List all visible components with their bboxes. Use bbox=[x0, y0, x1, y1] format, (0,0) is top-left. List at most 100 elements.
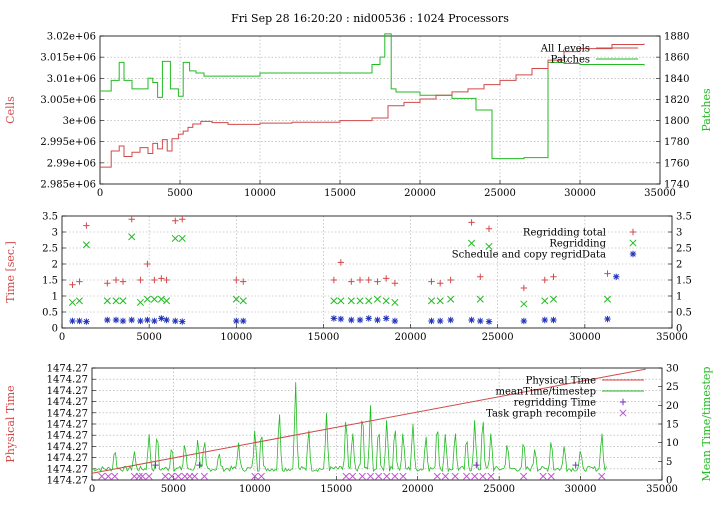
data-point-cross bbox=[520, 300, 528, 308]
y-tick-label: 3.015e+06 bbox=[40, 53, 96, 64]
y2-tick-label: 1.5 bbox=[676, 276, 692, 287]
data-point-plus bbox=[485, 225, 493, 232]
data-point-task-recompile bbox=[539, 472, 547, 480]
data-point-cross bbox=[75, 297, 83, 305]
data-point-star bbox=[163, 316, 170, 324]
data-point-task-recompile bbox=[168, 472, 176, 480]
data-point-cross bbox=[68, 298, 77, 306]
data-point-star bbox=[119, 317, 127, 325]
data-point-task-recompile bbox=[441, 472, 449, 480]
data-point-star bbox=[356, 316, 364, 324]
x-tick-label: 0 bbox=[59, 332, 65, 343]
x-tick-label: 25000 bbox=[483, 484, 515, 495]
data-point-task-recompile bbox=[98, 472, 106, 480]
data-point-task-recompile bbox=[111, 472, 119, 480]
x-tick-label: 10000 bbox=[239, 484, 271, 495]
data-point-task-recompile bbox=[358, 472, 366, 480]
data-point-cross bbox=[157, 295, 165, 303]
data-point-cross bbox=[365, 297, 373, 305]
legend-label: All Levels bbox=[540, 44, 590, 55]
y-tick-label: 1.5 bbox=[42, 276, 58, 287]
data-point-task-recompile bbox=[200, 472, 208, 480]
data-point-task-recompile bbox=[161, 472, 169, 480]
legend-marker bbox=[619, 409, 627, 417]
x-tick-label: 10000 bbox=[244, 188, 276, 199]
data-point-cross bbox=[356, 297, 364, 305]
series-physical-time-line bbox=[91, 368, 646, 474]
x-tick-label: 0 bbox=[97, 188, 103, 199]
panel-cells-patches: 0 5000 10000 15000 20000 25000 30000 35000 2.985… bbox=[4, 32, 713, 200]
y-tick-label: 0 bbox=[52, 324, 58, 335]
y2-tick-label: 5 bbox=[666, 457, 672, 468]
x-tick-label: 5000 bbox=[167, 188, 192, 199]
data-point-plus bbox=[119, 278, 127, 285]
data-point-cross bbox=[476, 295, 484, 303]
legend-label: Schedule and copy regridData bbox=[452, 250, 606, 261]
legend-marker bbox=[629, 228, 637, 236]
data-point-task-recompile bbox=[479, 472, 487, 480]
legend-marker bbox=[629, 250, 637, 258]
y-tick-label: 2.99e+06 bbox=[47, 158, 96, 169]
data-point-star bbox=[158, 315, 165, 322]
data-point-plus bbox=[158, 275, 165, 282]
data-point-cross bbox=[468, 239, 476, 247]
data-point-star bbox=[144, 316, 151, 324]
data-point-task-recompile bbox=[366, 472, 375, 480]
y-tick-label: 1474.27 bbox=[47, 420, 88, 431]
data-point-task-recompile bbox=[463, 472, 471, 480]
data-point-plus bbox=[172, 217, 179, 224]
y-tick-label: 1474.27 bbox=[47, 464, 88, 475]
data-point-plus bbox=[179, 216, 186, 223]
data-point-task-recompile bbox=[520, 472, 528, 480]
y-tick-label: 0.5 bbox=[42, 308, 58, 319]
chart-title: Fri Sep 28 16:20:20 : nid00536 : 1024 Pr… bbox=[231, 12, 509, 25]
data-point-cross bbox=[171, 234, 179, 242]
data-point-star bbox=[330, 315, 338, 322]
x-tick-label: 5000 bbox=[161, 484, 186, 495]
data-point-star bbox=[128, 316, 135, 324]
data-point-task-recompile bbox=[375, 472, 383, 480]
data-point-star bbox=[83, 318, 90, 325]
data-point-star bbox=[437, 317, 444, 325]
data-point-plus bbox=[520, 284, 528, 292]
data-point-regridding-time bbox=[473, 461, 480, 469]
y2-tick-label: 3 bbox=[676, 228, 682, 239]
y2-tick-label: 10 bbox=[666, 438, 679, 449]
data-point-task-recompile bbox=[433, 472, 441, 480]
data-point-plus bbox=[550, 273, 557, 280]
y-axis-label: Cells bbox=[4, 96, 17, 124]
data-point-plus bbox=[348, 278, 355, 285]
y-tick-label: 2.985e+06 bbox=[40, 180, 96, 191]
x-tick-label: 5000 bbox=[136, 332, 161, 343]
data-point-task-recompile bbox=[391, 472, 399, 480]
data-point-task-recompile bbox=[451, 472, 459, 480]
data-point-task-recompile bbox=[471, 472, 479, 480]
data-point-plus bbox=[391, 280, 399, 287]
data-point-cross bbox=[603, 295, 612, 303]
data-point-star bbox=[468, 316, 475, 324]
y2-tick-label: 0 bbox=[676, 324, 682, 335]
data-point-plus bbox=[128, 216, 135, 223]
y-tick-label: 3.005e+06 bbox=[40, 95, 96, 106]
legend-label: regridding Time bbox=[514, 398, 596, 409]
data-point-star bbox=[337, 315, 345, 323]
y-tick-label: 1474.27 bbox=[47, 408, 88, 419]
data-point-star bbox=[76, 317, 83, 325]
data-point-plus bbox=[144, 260, 151, 268]
legend-label: meanTime/timestep bbox=[495, 387, 596, 398]
y-tick-label: 3e+06 bbox=[63, 116, 96, 127]
data-point-plus bbox=[240, 278, 247, 285]
y-tick-label: 1474.27 bbox=[47, 375, 88, 386]
data-point-plus bbox=[69, 281, 76, 288]
data-point-cross bbox=[549, 295, 558, 303]
data-point-star bbox=[391, 317, 399, 325]
y2-tick-label: 1760 bbox=[664, 158, 689, 169]
y-axis-label: Time [sec.] bbox=[4, 241, 17, 303]
y2-tick-label: 2.5 bbox=[676, 244, 692, 255]
y2-tick-label: 0.5 bbox=[676, 308, 692, 319]
legend-label: Task graph recompile bbox=[486, 409, 596, 420]
x-tick-label: 0 bbox=[89, 484, 95, 495]
data-point-star bbox=[179, 318, 186, 325]
y-tick-label: 2.995e+06 bbox=[40, 137, 96, 148]
